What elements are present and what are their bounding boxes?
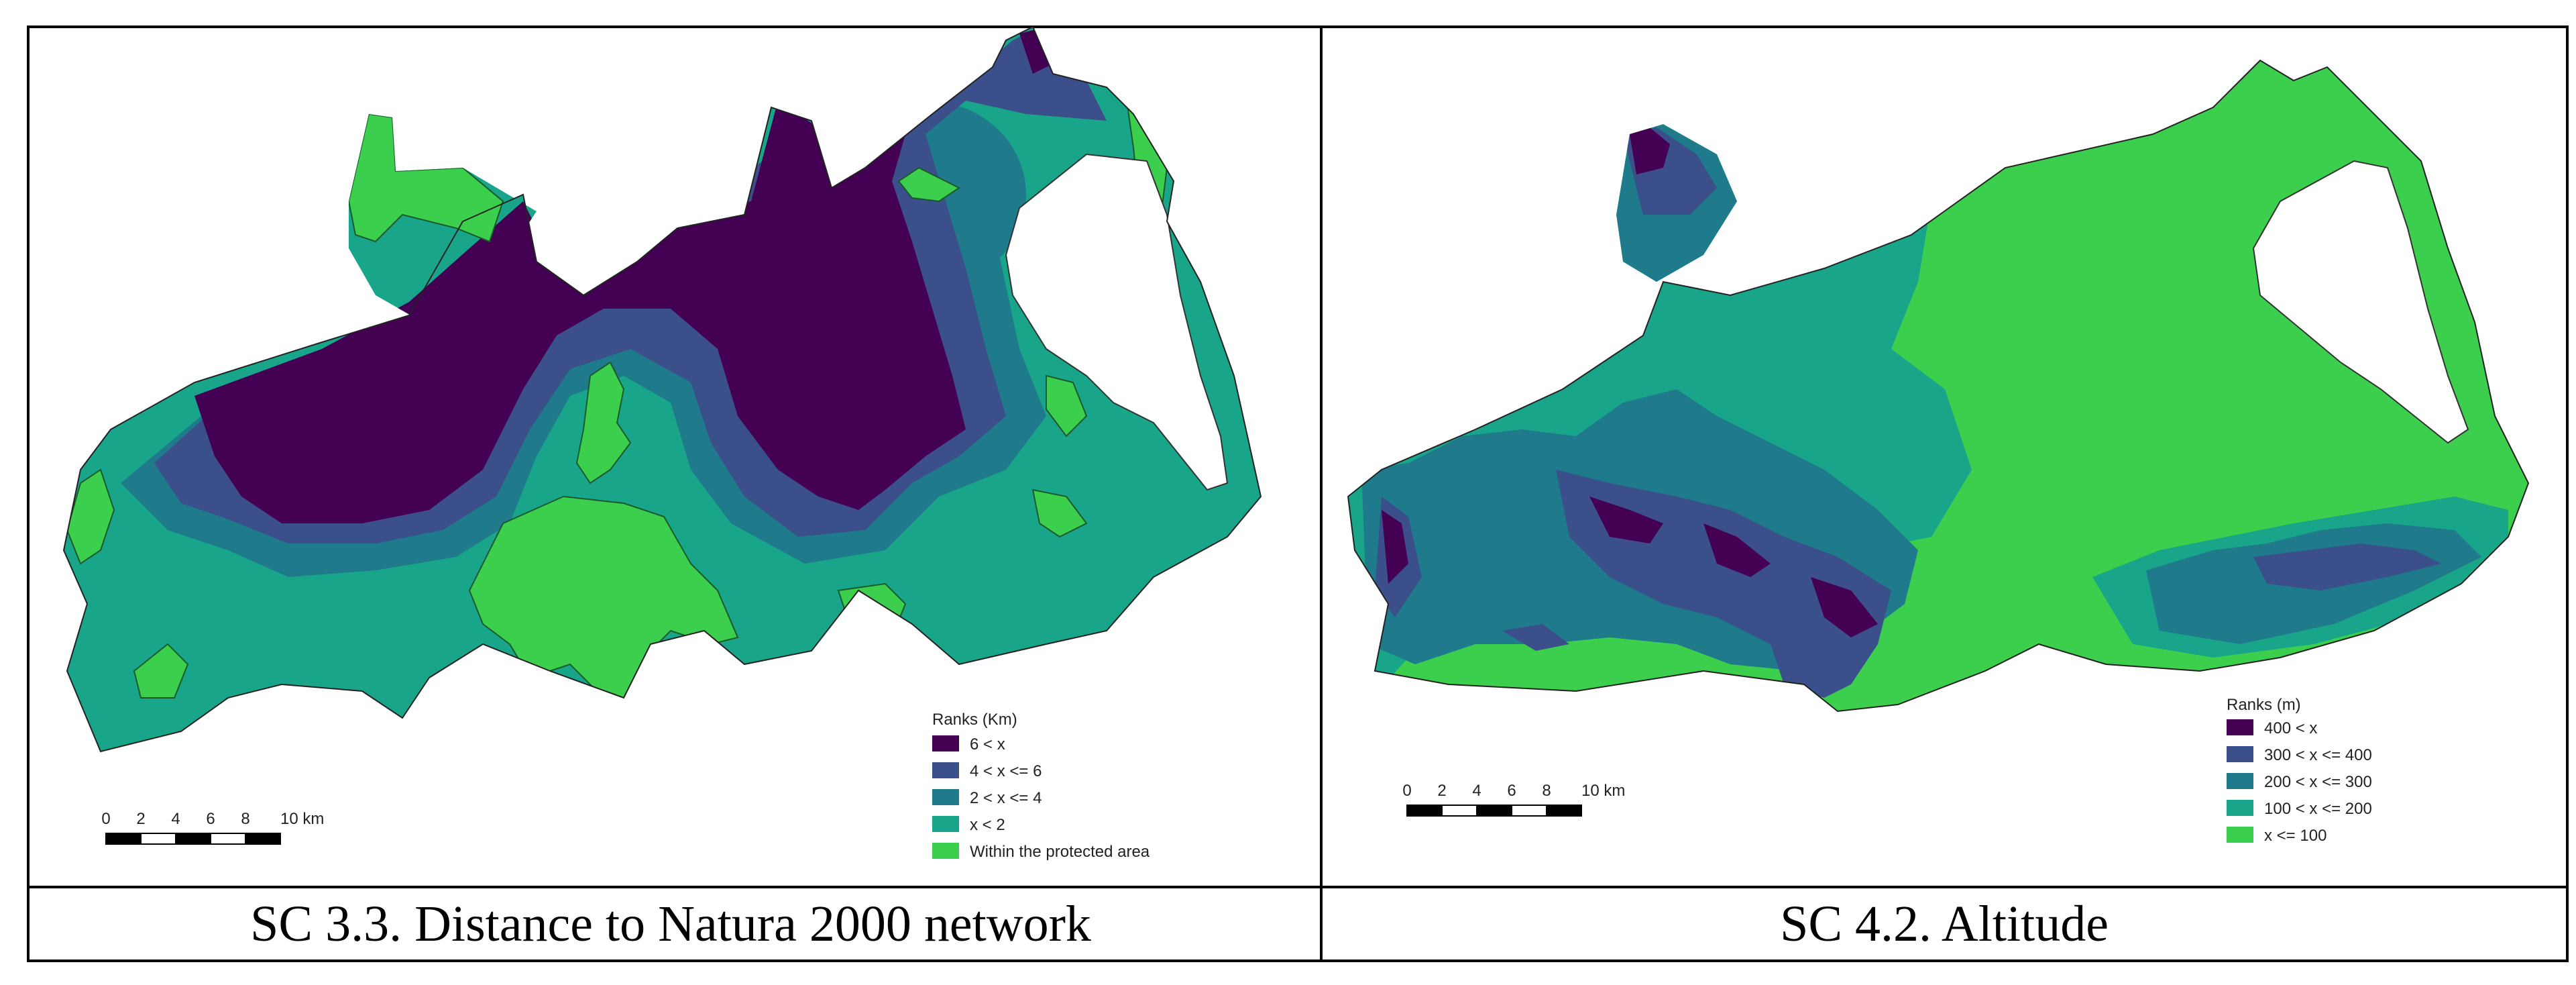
altitude-map-outline bbox=[1347, 59, 2530, 713]
scale-segment bbox=[245, 833, 281, 845]
scale-tick-label: 6 bbox=[1507, 782, 1516, 800]
alt-lagoon bbox=[2252, 160, 2469, 444]
legend-label: 2 < x <= 4 bbox=[970, 789, 1042, 807]
scale-tick-label: 10 km bbox=[1581, 782, 1625, 800]
panel-frames bbox=[27, 25, 2569, 962]
legend-label: x < 2 bbox=[970, 816, 1005, 834]
scale-segment bbox=[105, 833, 142, 845]
legend-swatch bbox=[2227, 746, 2253, 762]
scale-segment bbox=[1441, 805, 1477, 817]
legend-label: 400 < x bbox=[2264, 719, 2317, 737]
scale-tick-label: 6 bbox=[206, 810, 215, 828]
caption-altitude: SC 4.2. Altitude bbox=[1780, 896, 2109, 952]
scale-tick-label: 10 km bbox=[280, 810, 324, 828]
altitude-scale-bar: 0 2 4 6 8 10 km bbox=[1402, 782, 1625, 817]
legend-label: 300 < x <= 400 bbox=[2264, 746, 2372, 764]
caption-distance: SC 3.3. Distance to Natura 2000 network bbox=[250, 896, 1091, 952]
legend-swatch bbox=[932, 789, 959, 805]
altitude-map bbox=[1348, 60, 2528, 711]
legend-title: Ranks (Km) bbox=[932, 711, 1017, 729]
altitude-legend: Ranks (m) 400 < x 300 < x <= 400 200 < x <… bbox=[2227, 696, 2372, 845]
distance-map bbox=[64, 27, 1261, 751]
legend-label: Within the protected area bbox=[970, 843, 1150, 861]
legend-swatch bbox=[932, 816, 959, 832]
scale-segment bbox=[1476, 805, 1512, 817]
scale-segment bbox=[1511, 805, 1547, 817]
scale-segment bbox=[140, 833, 176, 845]
scale-segment bbox=[210, 833, 246, 845]
legend-swatch bbox=[2227, 827, 2253, 843]
scale-tick-label: 2 bbox=[136, 810, 145, 828]
legend-swatch bbox=[932, 843, 959, 859]
legend-label: x <= 100 bbox=[2264, 827, 2327, 845]
lagoon bbox=[1005, 153, 1229, 491]
scale-tick-label: 0 bbox=[101, 810, 110, 828]
scale-tick-label: 8 bbox=[1542, 782, 1551, 800]
legend-title: Ranks (m) bbox=[2227, 696, 2301, 714]
alt-gt400 bbox=[1382, 127, 1878, 637]
legend-swatch bbox=[2227, 719, 2253, 735]
legend-label: 4 < x <= 6 bbox=[970, 762, 1042, 780]
legend-label: 200 < x <= 300 bbox=[2264, 773, 2372, 791]
scale-tick-label: 0 bbox=[1402, 782, 1411, 800]
legend-label: 100 < x <= 200 bbox=[2264, 800, 2372, 818]
scale-tick-label: 4 bbox=[1472, 782, 1481, 800]
distance-scale-bar: 0 2 4 6 8 10 km bbox=[101, 810, 324, 845]
scale-segment bbox=[1406, 805, 1443, 817]
legend-swatch bbox=[932, 762, 959, 778]
legend-swatch bbox=[932, 735, 959, 751]
scale-segment bbox=[1546, 805, 1582, 817]
legend-swatch bbox=[2227, 800, 2253, 816]
scale-tick-label: 8 bbox=[241, 810, 249, 828]
distance-map-outline bbox=[62, 25, 1262, 753]
scale-tick-label: 4 bbox=[171, 810, 180, 828]
distance-legend: Ranks (Km) 6 < x 4 < x <= 6 2 < x <= 4 x < … bbox=[932, 711, 1150, 861]
legend-swatch bbox=[2227, 773, 2253, 789]
scale-segment bbox=[175, 833, 211, 845]
scale-tick-label: 2 bbox=[1437, 782, 1446, 800]
legend-label: 6 < x bbox=[970, 735, 1005, 754]
